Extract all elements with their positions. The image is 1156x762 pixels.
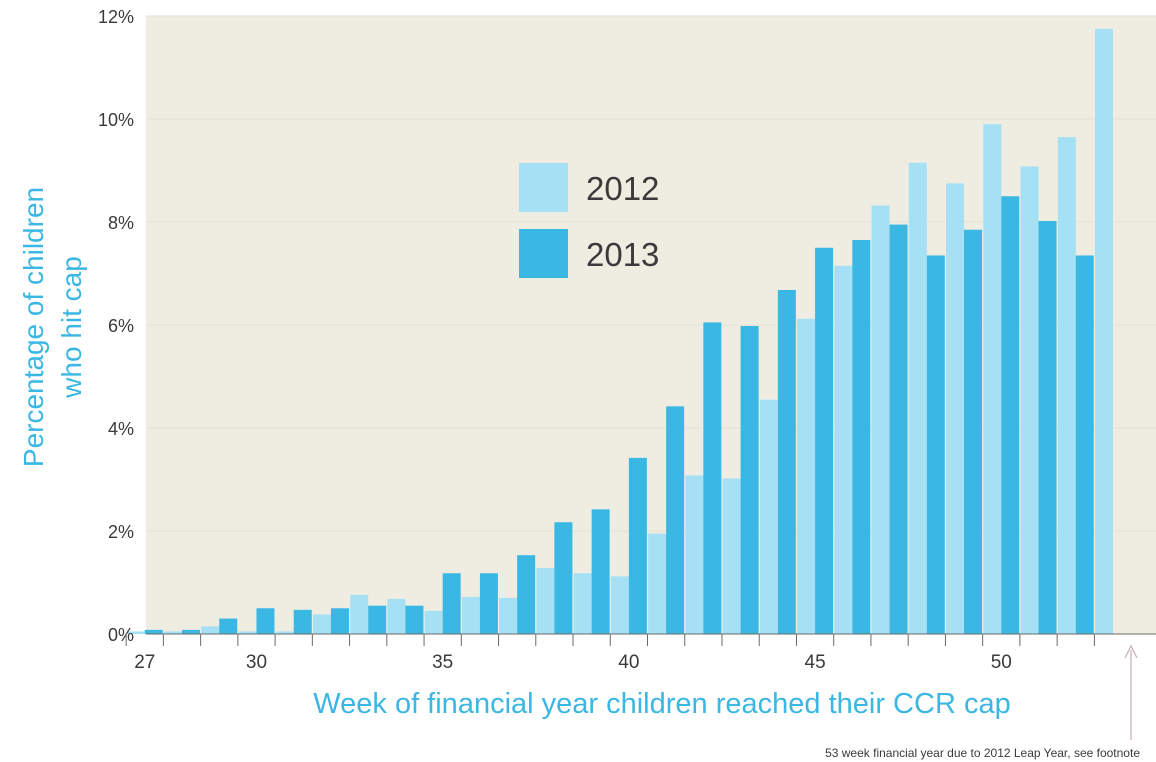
bar-2012-week-53 [1095,28,1113,634]
x-tick-label: 27 [134,652,155,673]
annotation-text: 53 week financial year due to 2012 Leap … [825,746,1140,760]
legend-label-2013: 2013 [586,236,659,273]
x-tick-label: 35 [432,652,453,673]
bar-2013-week-38 [554,522,573,634]
bar-2012-week-49 [946,183,965,634]
bar-2013-week-35 [442,573,461,634]
bar-2012-week-30 [238,631,257,634]
bar-2013-week-39 [591,509,610,634]
leap-year-annotation: 53 week financial year due to 2012 Leap … [825,644,1140,760]
bar-2013-week-46 [852,240,871,634]
bar-2012-week-52 [1057,137,1076,634]
x-axis-ticks: 27 30 35 40 45 50 [125,633,1156,673]
bar-2012-week-51 [1020,166,1039,634]
x-axis-title: Week of financial year children reached … [313,688,1010,720]
y-tick-label: 4% [108,419,134,439]
y-tick-label: 0% [108,625,134,645]
bar-2012-week-42 [685,475,704,634]
bar-2012-week-36 [461,596,480,634]
y-tick-label: 6% [108,316,134,336]
y-tick-label: 2% [108,522,134,542]
bars [126,28,1113,635]
y-axis-title: Percentage of children who hit cap [18,187,87,467]
bar-2012-week-45 [797,318,816,634]
bar-2012-week-47 [871,205,890,634]
bar-2012-week-40 [610,576,629,634]
bar-2013-week-40 [628,457,647,634]
bar-2013-week-49 [964,229,983,634]
bar-2012-week-48 [908,162,927,634]
legend-swatch-2012 [519,163,568,212]
bar-2013-week-27 [144,629,163,634]
x-tick-label: 50 [991,652,1012,673]
y-tick-label: 8% [108,213,134,233]
bar-2013-week-47 [889,224,908,634]
x-tick-label: 45 [805,652,826,673]
legend: 2012 2013 [519,163,659,278]
bar-2013-week-29 [219,618,238,634]
y-axis-ticks: 0% 2% 4% 6% 8% 10% 12% [98,7,134,645]
legend-swatch-2013 [519,229,568,278]
bar-2013-week-34 [405,605,424,634]
bar-2013-week-36 [479,573,498,634]
x-tick-label: 30 [246,652,267,673]
bar-2013-week-30 [256,608,275,634]
bar-2013-week-43 [740,326,759,634]
bar-2013-week-48 [926,255,945,634]
bar-2012-week-33 [350,594,369,634]
x-tick-label: 40 [618,652,639,673]
annotation-arrow-head [1124,644,1138,659]
bar-2013-week-44 [777,289,796,634]
bar-2012-week-41 [648,533,667,634]
bar-2013-week-33 [368,605,387,634]
bar-2012-week-46 [834,265,853,634]
bar-2013-week-52 [1075,255,1094,634]
bar-2012-week-29 [201,626,220,634]
bar-2012-week-39 [573,573,592,634]
bar-2012-week-31 [275,631,294,634]
bar-2013-week-50 [1001,196,1020,634]
y-axis-title-line2: who hit cap [56,256,87,399]
bar-2013-week-41 [666,406,685,634]
y-axis-title-line1: Percentage of children [18,187,49,467]
bar-2013-week-31 [293,609,312,634]
bar-2013-week-28 [182,629,200,634]
legend-label-2012: 2012 [586,170,659,207]
bar-2013-week-32 [330,608,349,634]
bar-2012-week-37 [499,597,518,634]
bar-2013-week-45 [815,247,834,634]
bar-2013-week-37 [517,555,536,634]
bar-2012-week-50 [983,124,1002,635]
bar-2012-week-43 [722,478,741,634]
bar-2013-week-51 [1038,220,1057,634]
bar-2013-week-42 [703,322,722,634]
bar-2012-week-32 [312,614,331,634]
bar-2012-week-35 [424,610,443,634]
y-tick-label: 12% [98,7,134,27]
bar-2012-week-34 [387,598,406,634]
bar-2012-week-27 [126,631,145,634]
y-tick-label: 10% [98,110,134,130]
bar-2012-week-38 [536,568,555,634]
bar-2012-week-44 [759,399,778,634]
bar-2012-week-28 [164,631,182,634]
